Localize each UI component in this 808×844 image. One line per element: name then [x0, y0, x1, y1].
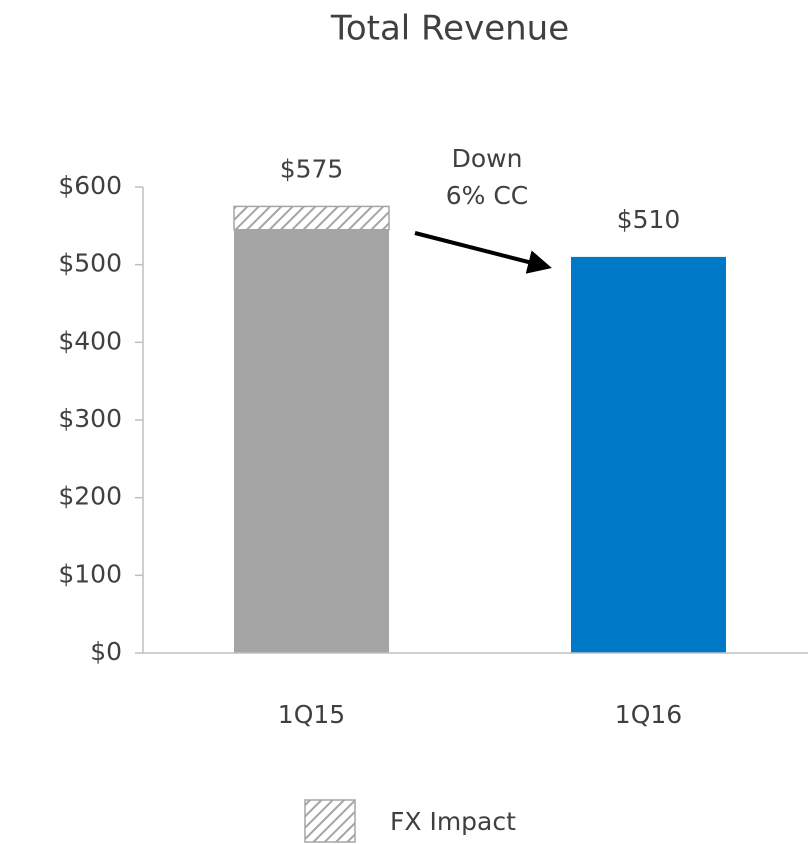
legend-label: FX Impact [390, 807, 516, 836]
bar [571, 256, 726, 653]
y-tick-label: $200 [58, 482, 122, 511]
y-tick-label: $400 [58, 326, 122, 355]
bar [234, 229, 389, 653]
x-tick-label: 1Q15 [278, 700, 345, 729]
annotation: Down [452, 144, 523, 173]
x-tick-label: 1Q16 [615, 700, 682, 729]
legend-swatch [304, 799, 356, 843]
y-tick-label: $600 [58, 171, 122, 200]
y-tick-label: $300 [58, 404, 122, 433]
y-tick-label: $100 [58, 559, 122, 588]
annotation-arrow [414, 231, 552, 274]
y-tick-label: $0 [90, 637, 122, 666]
fx-segment [233, 205, 390, 231]
total-label: $575 [280, 154, 344, 183]
y-tick-label: $500 [58, 249, 122, 278]
total-label: $510 [617, 205, 681, 234]
chart-title: Total Revenue [330, 9, 569, 49]
annotation: 6% CC [446, 181, 529, 210]
